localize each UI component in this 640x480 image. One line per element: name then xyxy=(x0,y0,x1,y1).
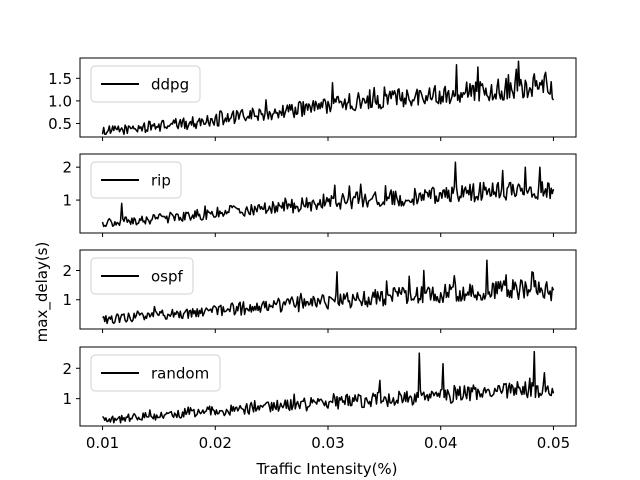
x-axis-title: Traffic Intensity(%) xyxy=(255,460,397,478)
x-tick-label-3: 0.04 xyxy=(424,434,457,452)
legend-box-ospf xyxy=(90,257,194,295)
x-tick-label-1: 0.02 xyxy=(199,434,232,452)
legend-rip: rip xyxy=(90,161,182,199)
panels-layer: 0.5 1.0 1.5 ddpg 1 2 rip 1 2 ospf 1 2 random xyxy=(48,57,577,430)
y-axis-title: max_delay(s) xyxy=(33,242,52,343)
y-tick-label-ospf-1: 2 xyxy=(62,262,72,280)
series-line-ddpg xyxy=(101,60,555,136)
y-tick-label-random-0: 1 xyxy=(62,390,72,408)
legend-box-ddpg xyxy=(90,65,201,103)
series-line-random xyxy=(101,350,555,424)
y-tick-label-ddpg-1: 1.0 xyxy=(48,92,72,110)
y-tick-label-random-1: 2 xyxy=(62,360,72,378)
legend-label-ospf: ospf xyxy=(151,268,184,286)
panel-random: 1 2 random xyxy=(62,346,577,430)
panel-ospf: 1 2 ospf xyxy=(62,249,577,333)
x-tick-label-0: 0.01 xyxy=(86,434,119,452)
legend-box-random xyxy=(90,354,221,392)
y-tick-label-rip-0: 1 xyxy=(62,192,72,210)
panel-rip: 1 2 rip xyxy=(62,153,577,237)
y-tick-label-ddpg-0: 0.5 xyxy=(48,115,72,133)
legend-label-random: random xyxy=(151,365,209,383)
legend-label-rip: rip xyxy=(151,172,171,190)
legend-label-ddpg: ddpg xyxy=(151,76,189,94)
x-axis: 0.01 0.02 0.03 0.04 0.05 xyxy=(86,434,570,452)
y-tick-label-rip-1: 2 xyxy=(62,159,72,177)
y-tick-label-ddpg-2: 1.5 xyxy=(48,70,72,88)
series-line-ospf xyxy=(102,259,555,325)
series-line-rip xyxy=(101,161,555,228)
y-tick-label-ospf-0: 1 xyxy=(62,291,72,309)
legend-ddpg: ddpg xyxy=(90,65,201,103)
x-tick-label-2: 0.03 xyxy=(311,434,344,452)
x-tick-label-4: 0.05 xyxy=(537,434,570,452)
legend-random: random xyxy=(90,354,221,392)
panel-ddpg: 0.5 1.0 1.5 ddpg xyxy=(48,57,577,141)
legend-ospf: ospf xyxy=(90,257,194,295)
